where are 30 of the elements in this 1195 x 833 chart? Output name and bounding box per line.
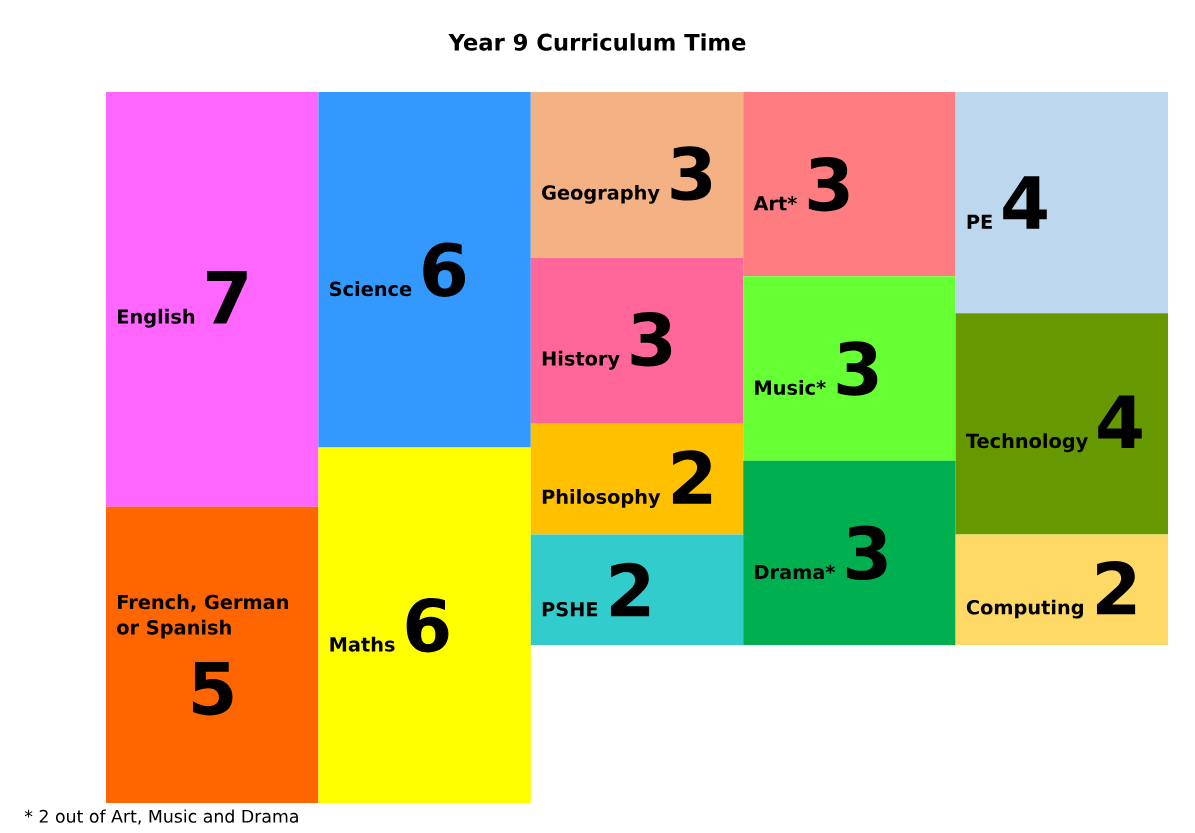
data-label: 6: [406, 598, 449, 653]
category-label: Philosophy: [542, 489, 661, 508]
category-label: Art*: [753, 196, 797, 211]
data-label: 4: [1098, 395, 1142, 448]
category-label: Music*: [755, 380, 826, 395]
category-label: Maths: [330, 636, 395, 652]
category-label: Computing: [966, 599, 1083, 619]
data-label: 2: [1096, 560, 1136, 615]
category-label: French, German or Spanish: [117, 594, 288, 639]
data-label: 4: [1003, 176, 1047, 229]
category-label: History: [542, 350, 620, 370]
data-label: 3: [846, 525, 887, 581]
data-label: 6: [423, 242, 466, 297]
data-label: 2: [672, 450, 712, 504]
data-label: 3: [837, 341, 878, 396]
category-label: Drama*: [755, 564, 836, 580]
data-label: 3: [631, 312, 672, 367]
data-label: 5: [192, 661, 233, 716]
data-label: 2: [610, 562, 650, 617]
category-label: Technology: [965, 433, 1088, 453]
data-label: 3: [808, 156, 849, 212]
category-label: PSHE: [542, 601, 598, 617]
text: Year 9 Curriculum Time: [448, 33, 746, 51]
category-label: English: [118, 308, 195, 328]
category-label: Science: [330, 281, 412, 297]
category-label: PE: [967, 214, 992, 229]
category-label: Geography: [542, 184, 660, 204]
data-label: 7: [207, 271, 247, 324]
data-label: 3: [671, 146, 712, 201]
text: * 2 out of Art, Music and Drama: [24, 809, 298, 825]
